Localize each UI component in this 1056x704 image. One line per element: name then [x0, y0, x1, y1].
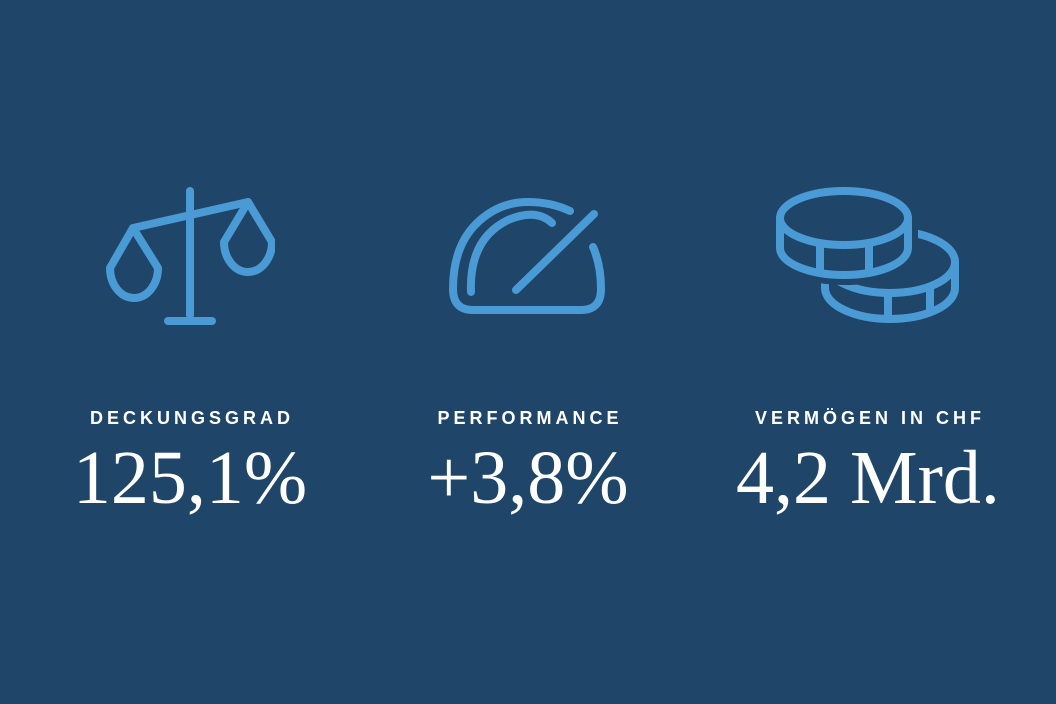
stat-label: PERFORMANCE [437, 408, 623, 428]
gauge-icon [448, 182, 608, 332]
stat-deckungsgrad: DECKUNGSGRAD 125,1% [0, 182, 390, 518]
coins-icon [768, 182, 968, 332]
scales-icon [105, 182, 275, 332]
stat-value: 4,2 Mrd. [736, 436, 1000, 520]
stat-value: 125,1% [72, 436, 308, 520]
stat-label: DECKUNGSGRAD [89, 408, 294, 428]
stat-label: VERMÖGEN IN CHF [754, 408, 985, 428]
stat-performance: PERFORMANCE +3,8% [328, 182, 728, 518]
stat-value: +3,8% [427, 436, 629, 520]
stat-vermoegen: VERMÖGEN IN CHF 4,2 Mrd. [668, 182, 1056, 518]
